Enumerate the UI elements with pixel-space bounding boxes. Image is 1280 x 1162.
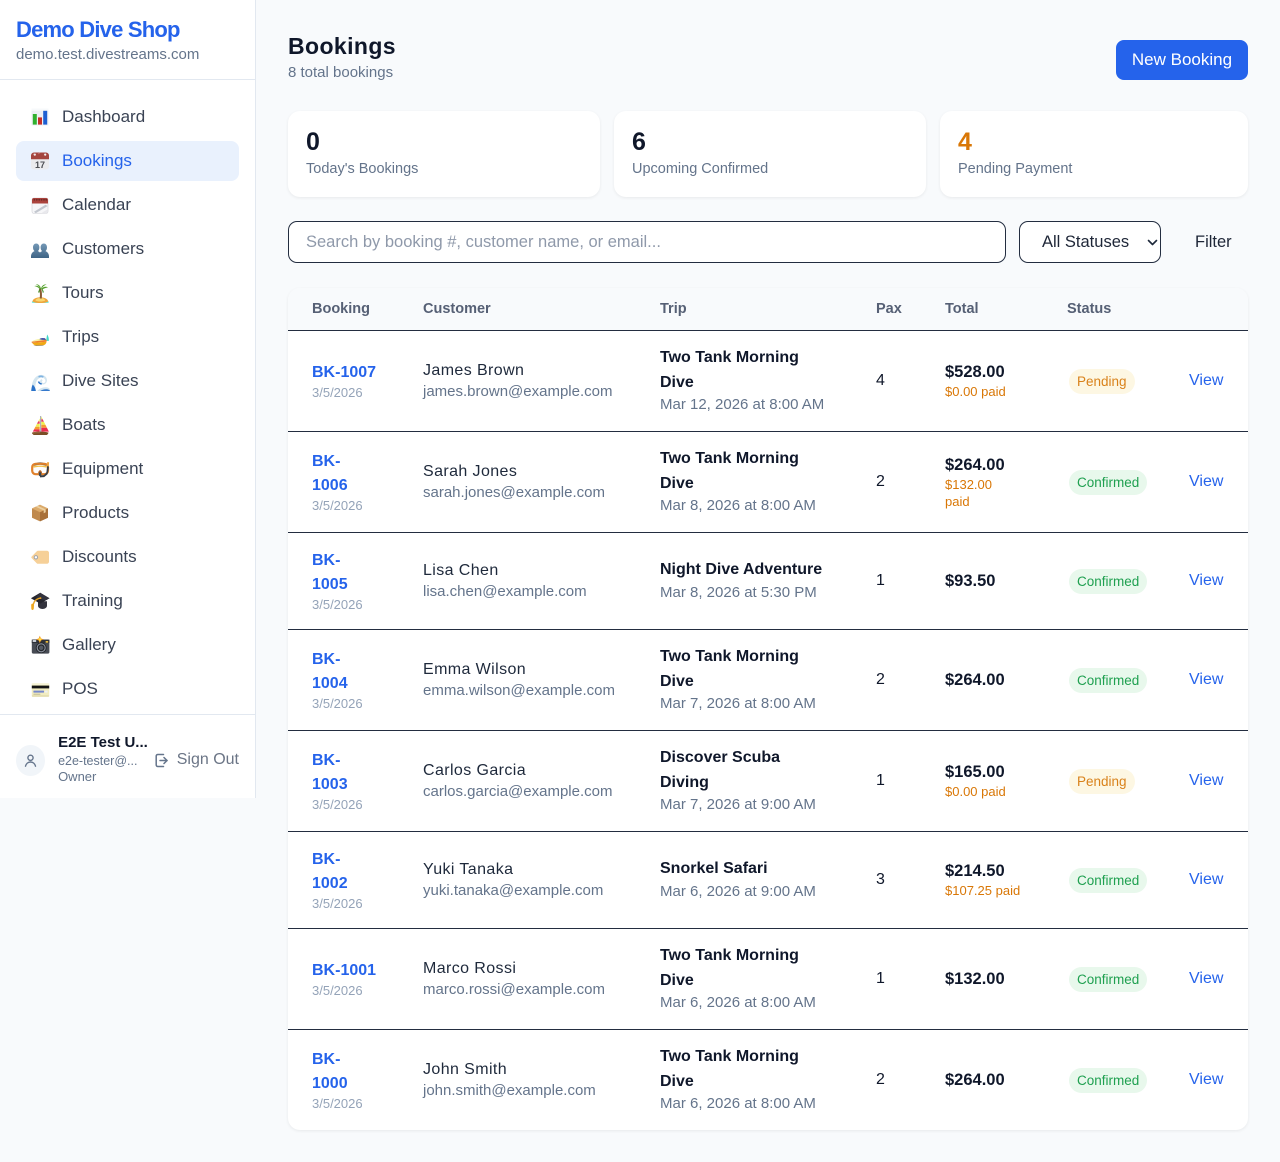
svg-text:17: 17	[35, 160, 45, 170]
